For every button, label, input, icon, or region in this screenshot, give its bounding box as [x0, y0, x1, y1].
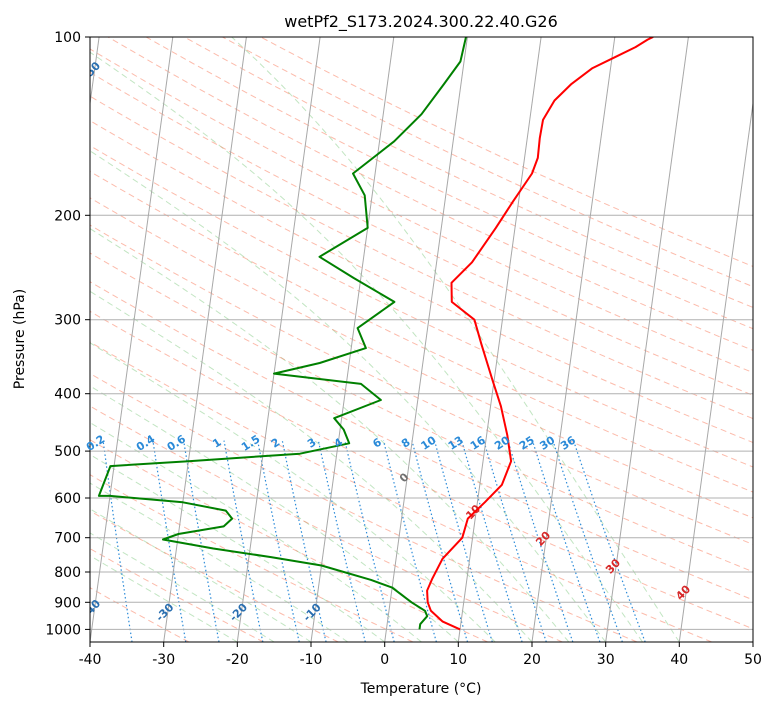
dry-adiabat-line: [90, 71, 753, 396]
x-tick-label: 30: [597, 652, 615, 668]
x-tick-label: -20: [226, 652, 249, 668]
isotherm-line: [90, 37, 174, 642]
dry-adiabat-line: [90, 224, 753, 545]
x-tick-label: 0: [380, 652, 389, 668]
moist-adiabat-line: [90, 555, 238, 642]
dry-adiabat-line: [90, 310, 753, 630]
temperature-profile-line: [426, 37, 654, 631]
x-tick-label: -30: [152, 652, 175, 668]
dry-adiabat-line: [90, 95, 753, 420]
dry-adiabat-line: [90, 372, 638, 642]
y-tick-label: 300: [54, 313, 81, 329]
dewpoint-profile-line: [97, 37, 467, 630]
mixing-ratio-line: [102, 440, 133, 642]
y-tick-label: 500: [54, 444, 81, 460]
x-tick-label: 40: [670, 652, 688, 668]
plot-frame: [89, 36, 754, 643]
y-tick-label: 400: [54, 387, 81, 403]
moist-adiabat-line: [90, 51, 643, 642]
dry-adiabat-line: [90, 197, 753, 519]
mixing-ratio-line: [552, 440, 623, 642]
isotherm-line: [457, 37, 542, 642]
y-tick-label: 700: [54, 531, 81, 547]
mixing-ratio-line: [281, 440, 327, 642]
y-axis-label: Pressure (hPa): [12, 289, 28, 389]
mixing-ratio-line: [382, 440, 437, 642]
moist-adiabat-line: [231, 37, 680, 642]
x-tick-label: -40: [79, 652, 102, 668]
dry-adiabat-line: [90, 170, 753, 493]
x-tick-label: 20: [523, 652, 541, 668]
dry-adiabat-line: [90, 281, 753, 601]
moist-adiabat-line: [90, 422, 422, 642]
isotherm-line: [236, 37, 321, 642]
mixing-ratio-line: [572, 440, 646, 642]
mixing-ratio-line: [223, 440, 264, 642]
x-tick-label: 10: [449, 652, 467, 668]
y-tick-label: 200: [54, 208, 81, 224]
moist-adiabat-line: [90, 482, 349, 642]
moist-adiabat-line: [90, 342, 496, 642]
x-tick-label: -10: [300, 652, 323, 668]
mixing-ratio-line: [257, 440, 300, 642]
dry-adiabat-line: [90, 405, 563, 642]
dry-adiabat-line: [107, 37, 753, 351]
mixing-ratio-line: [461, 440, 523, 642]
y-tick-label: 900: [54, 595, 81, 611]
moist-adiabat-line: [90, 290, 533, 642]
y-tick-label: 100: [54, 30, 81, 46]
isotherm-line: [310, 37, 395, 642]
mixing-ratio-line: [183, 440, 220, 642]
dry-adiabat-line: [145, 37, 753, 330]
mixing-ratio-line: [317, 440, 366, 642]
y-tick-label: 800: [54, 565, 81, 581]
mixing-ratio-line: [433, 440, 493, 642]
x-tick-label: 50: [744, 652, 762, 668]
chart-title: wetPf2_S173.2024.300.22.40.G26: [284, 12, 558, 32]
isotherm-line: [605, 37, 689, 642]
moist-adiabat-line: [90, 532, 275, 642]
isotherm-line: [384, 37, 468, 642]
mixing-ratio-line: [152, 440, 187, 642]
moist-adiabat-line: [90, 453, 385, 642]
y-tick-label: 600: [54, 491, 81, 507]
moist-adiabat-line: [90, 150, 607, 642]
isotherm-line: [678, 99, 753, 642]
dry-adiabat-line: [222, 37, 753, 288]
isotherm-line: [531, 37, 616, 642]
x-axis-label: Temperature (°C): [360, 681, 482, 697]
y-tick-label: 1000: [45, 622, 81, 638]
dry-adiabat-line: [90, 510, 339, 642]
dry-adiabat-line: [90, 548, 264, 642]
dry-adiabat-line: [90, 341, 712, 642]
moist-adiabat-line: [90, 228, 570, 642]
dry-adiabat-line: [90, 439, 488, 642]
mixing-ratio-line: [411, 440, 469, 642]
